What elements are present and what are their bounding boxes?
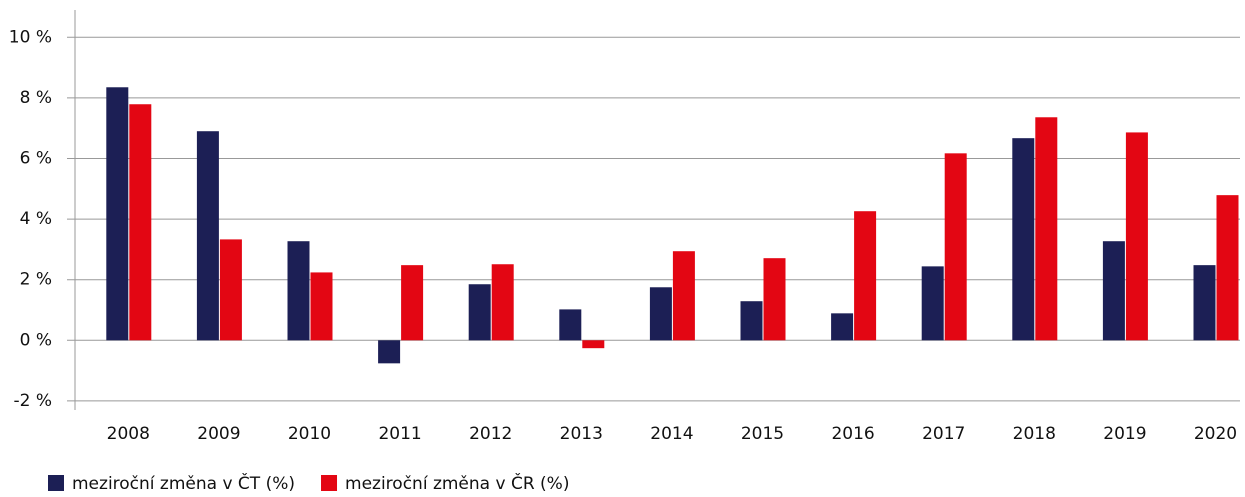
bar (854, 211, 877, 341)
bar (763, 258, 786, 341)
x-tick-label: 2016 (831, 424, 874, 444)
legend-swatch (48, 475, 64, 491)
x-tick-label: 2009 (197, 424, 240, 444)
legend-label: meziroční změna v ČR (%) (345, 472, 569, 493)
bar (106, 87, 129, 341)
y-tick-label: 4 % (20, 209, 52, 229)
bar (649, 287, 672, 341)
x-tick-label: 2008 (107, 424, 150, 444)
x-tick-label: 2010 (288, 424, 331, 444)
x-tick-label: 2020 (1194, 424, 1237, 444)
bar (1102, 241, 1125, 341)
bar (287, 241, 310, 341)
bar (1012, 138, 1035, 341)
bar (310, 272, 333, 341)
bar (1216, 195, 1239, 341)
bar (831, 313, 854, 341)
y-tick-label: 2 % (20, 270, 52, 290)
x-tick-label: 2015 (741, 424, 784, 444)
legend-label: meziroční změna v ČT (%) (72, 472, 295, 493)
x-tick-label: 2012 (469, 424, 512, 444)
bar (1035, 117, 1058, 341)
bar (582, 340, 605, 349)
bar (401, 265, 424, 341)
x-tick-label: 2014 (650, 424, 693, 444)
y-tick-label: -2 % (13, 391, 52, 411)
x-tick-label: 2013 (560, 424, 603, 444)
bar (740, 301, 763, 341)
x-tick-label: 2019 (1103, 424, 1146, 444)
bar (1193, 265, 1216, 341)
bar (219, 239, 242, 341)
y-tick-label: 10 % (9, 27, 52, 47)
bar (559, 309, 582, 341)
x-tick-label: 2018 (1013, 424, 1056, 444)
x-tick-label: 2011 (378, 424, 421, 444)
y-tick-label: 0 % (20, 330, 52, 350)
y-tick-label: 6 % (20, 148, 52, 168)
y-tick-label: 8 % (20, 88, 52, 108)
bar (378, 340, 401, 364)
legend-swatch (321, 475, 338, 491)
bar (196, 131, 219, 341)
bar (491, 264, 514, 341)
bar (468, 284, 491, 341)
bar (129, 104, 152, 341)
bar (944, 153, 967, 341)
bar (1125, 132, 1148, 341)
x-tick-label: 2017 (922, 424, 965, 444)
bar (921, 266, 944, 341)
bar (672, 251, 695, 341)
